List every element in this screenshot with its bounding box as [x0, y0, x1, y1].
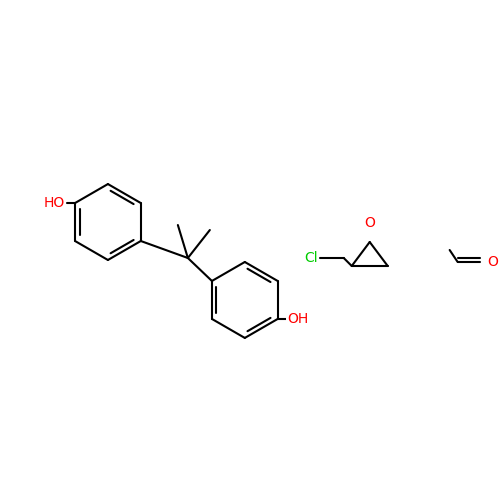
- Text: O: O: [364, 216, 375, 230]
- Text: HO: HO: [44, 196, 65, 210]
- Text: O: O: [488, 255, 498, 269]
- Text: OH: OH: [288, 312, 309, 326]
- Text: Cl: Cl: [304, 251, 318, 265]
